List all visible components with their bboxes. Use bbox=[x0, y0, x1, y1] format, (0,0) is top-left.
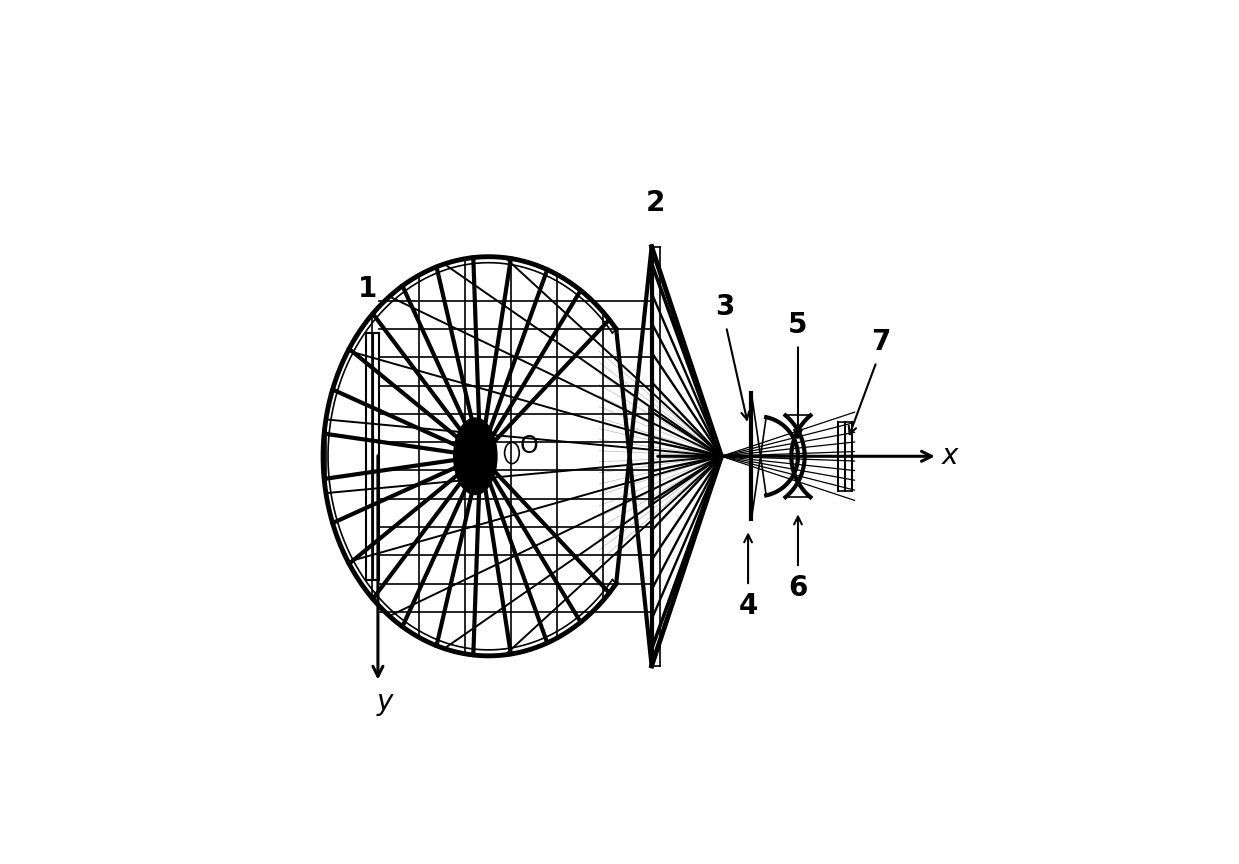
Text: 7: 7 bbox=[871, 327, 891, 356]
Text: 5: 5 bbox=[788, 310, 808, 339]
Text: x: x bbox=[942, 442, 958, 470]
Text: y: y bbox=[377, 689, 393, 716]
Text: 4: 4 bbox=[738, 592, 758, 620]
Text: 2: 2 bbox=[646, 189, 665, 218]
Text: O: O bbox=[519, 435, 538, 458]
Text: 3: 3 bbox=[715, 293, 735, 321]
Text: 1: 1 bbox=[358, 276, 378, 303]
Text: 6: 6 bbox=[788, 574, 808, 602]
Ellipse shape bbox=[453, 418, 497, 494]
